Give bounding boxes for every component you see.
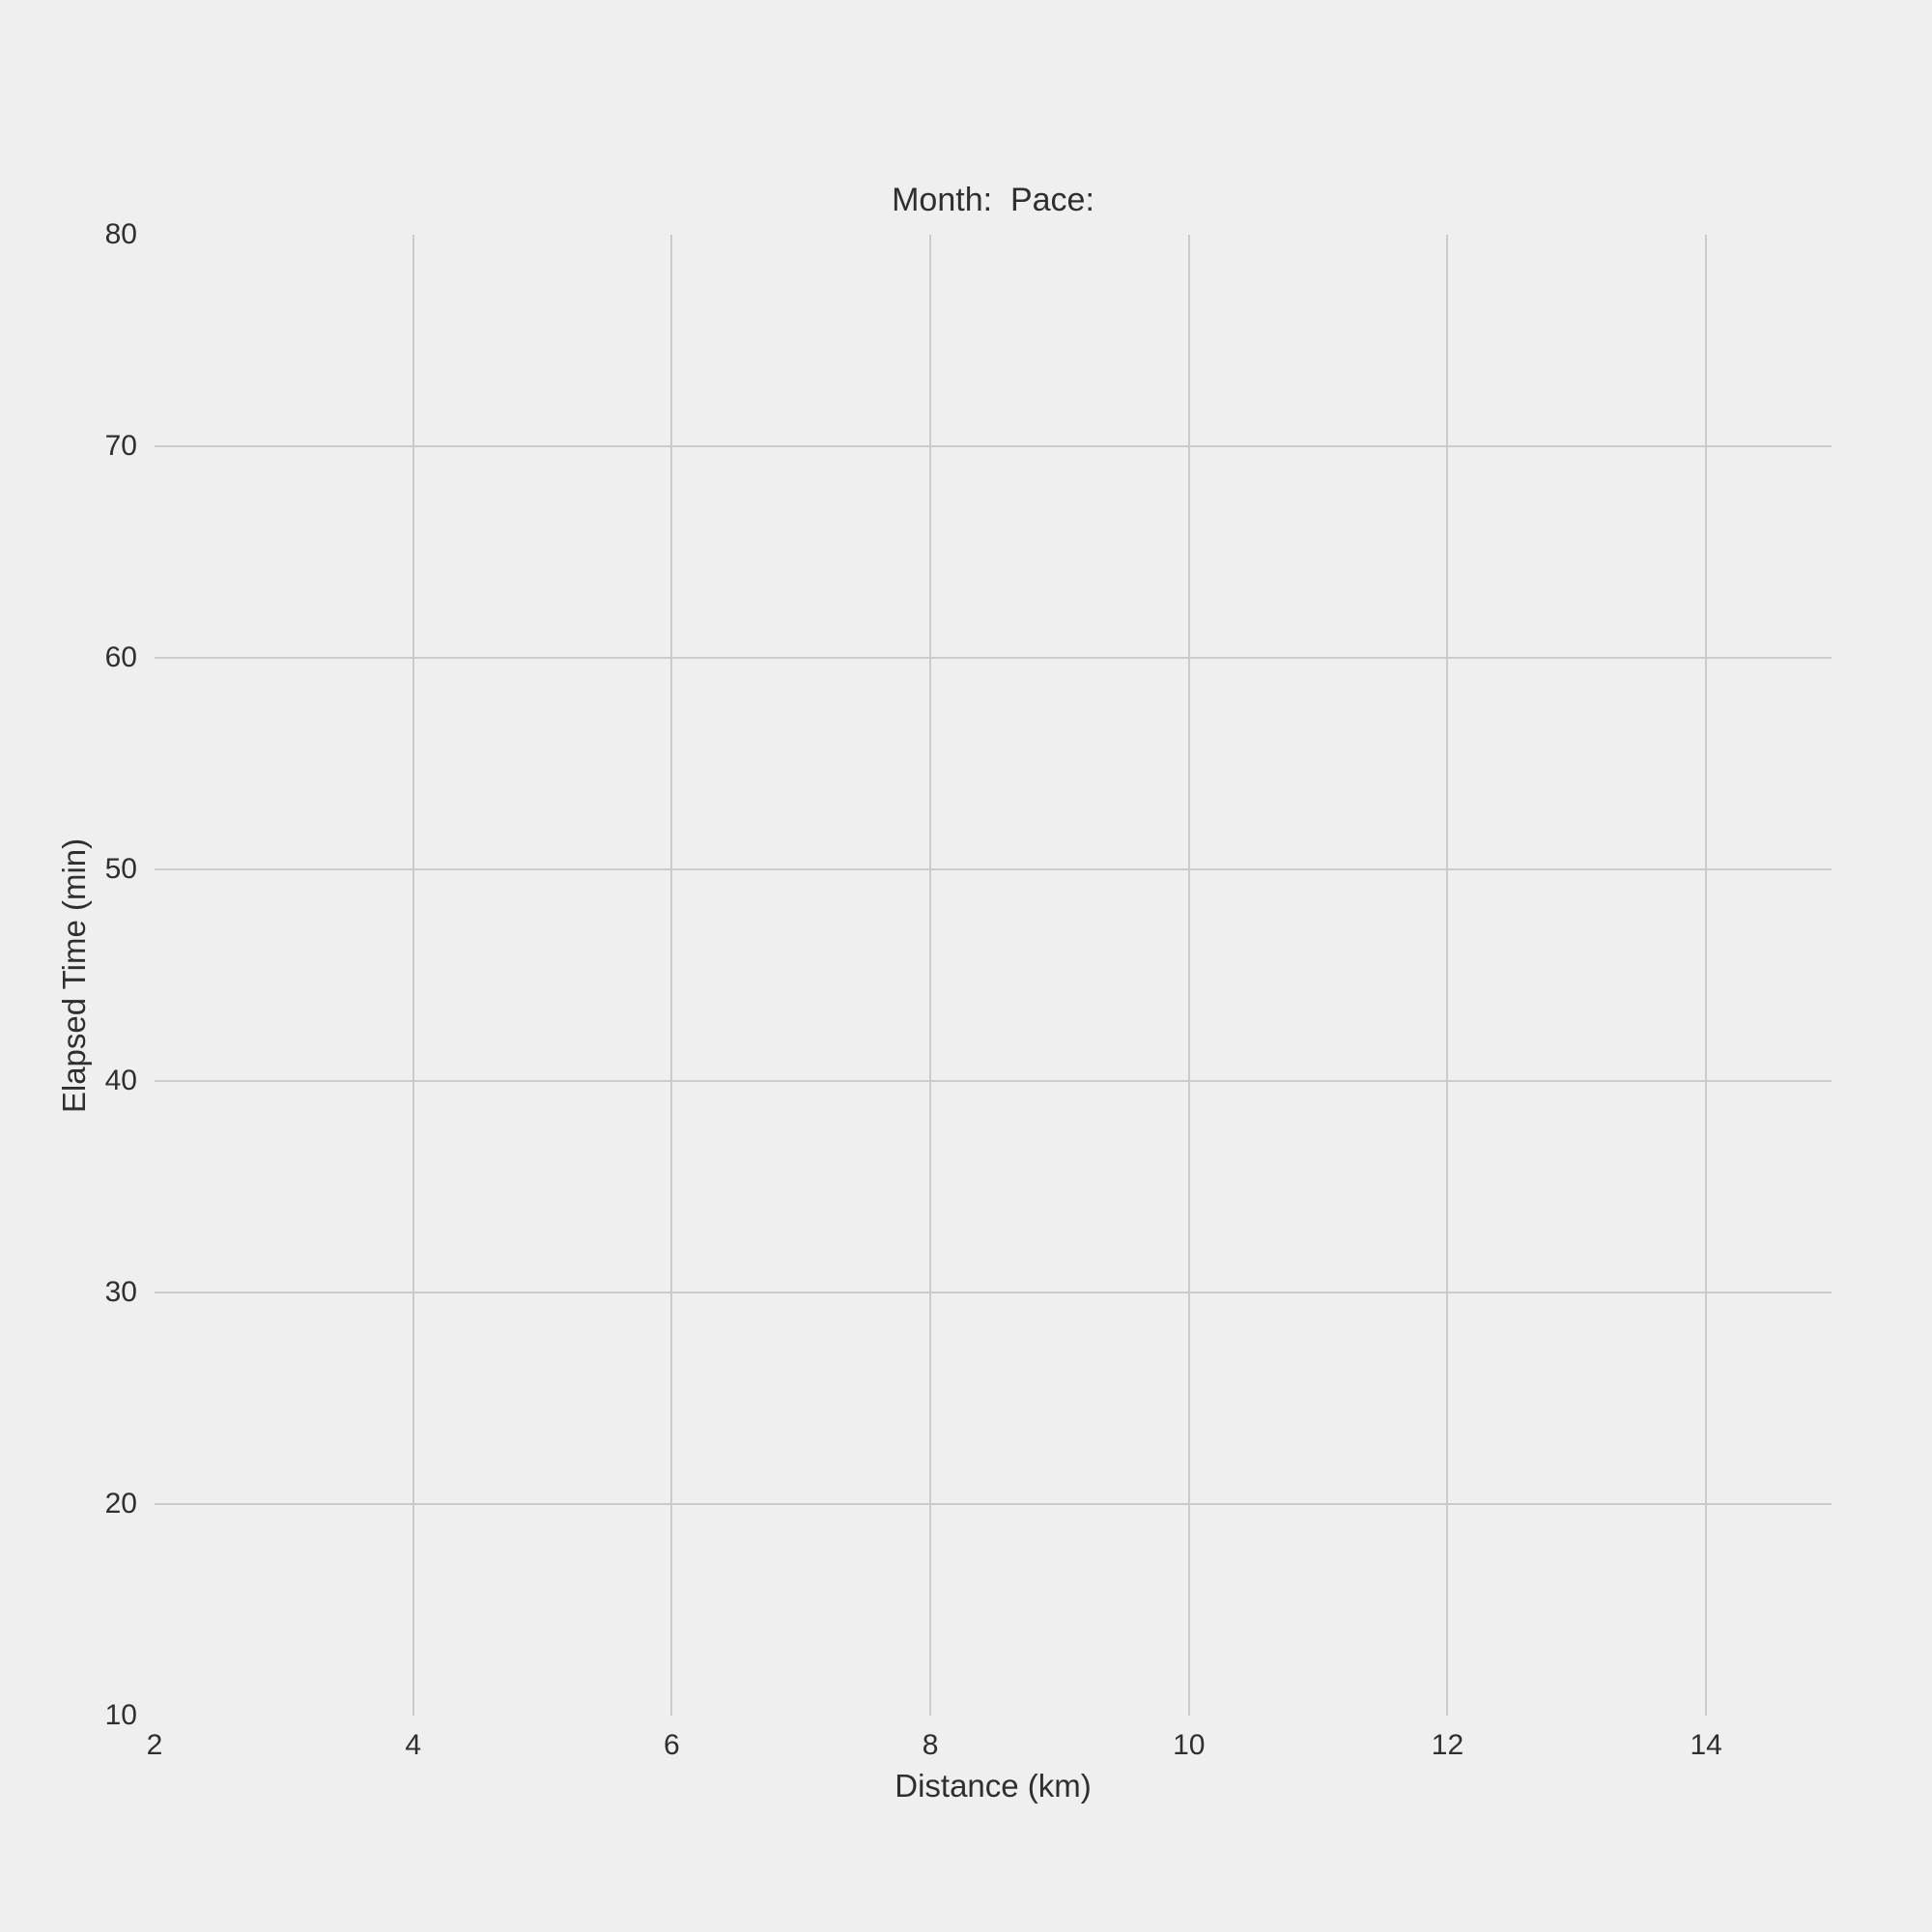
y-gridline	[155, 1080, 1832, 1082]
x-gridline	[1446, 235, 1449, 1716]
x-tick-label: 6	[664, 1729, 680, 1761]
y-tick-label: 30	[104, 1276, 137, 1308]
x-tick-label: 4	[405, 1729, 422, 1761]
y-tick-label: 10	[104, 1699, 137, 1731]
y-tick-label: 60	[104, 641, 137, 673]
y-tick-label: 40	[104, 1065, 137, 1096]
x-tick-label: 10	[1173, 1729, 1206, 1761]
x-gridline	[929, 235, 932, 1716]
chart-title: Month: Pace:	[892, 182, 1094, 218]
plot-area	[155, 235, 1832, 1716]
x-tick-label: 8	[922, 1729, 939, 1761]
y-gridline	[155, 657, 1832, 659]
x-gridline	[1187, 235, 1190, 1716]
y-gridline	[155, 1503, 1832, 1505]
y-tick-label: 50	[104, 853, 137, 885]
x-gridline	[670, 235, 673, 1716]
x-tick-label: 12	[1431, 1729, 1464, 1761]
y-tick-label: 80	[104, 218, 137, 250]
y-tick-label: 70	[104, 430, 137, 462]
y-gridline	[155, 868, 1832, 870]
y-gridline	[155, 445, 1832, 447]
y-axis-label: Elapsed Time (min)	[56, 838, 92, 1114]
y-tick-label: 20	[104, 1488, 137, 1520]
x-gridline	[1705, 235, 1708, 1716]
x-gridline	[412, 235, 414, 1716]
x-tick-label: 2	[146, 1729, 163, 1761]
x-axis-label: Distance (km)	[895, 1768, 1092, 1804]
x-tick-label: 14	[1690, 1729, 1722, 1761]
y-gridline	[155, 1292, 1832, 1293]
